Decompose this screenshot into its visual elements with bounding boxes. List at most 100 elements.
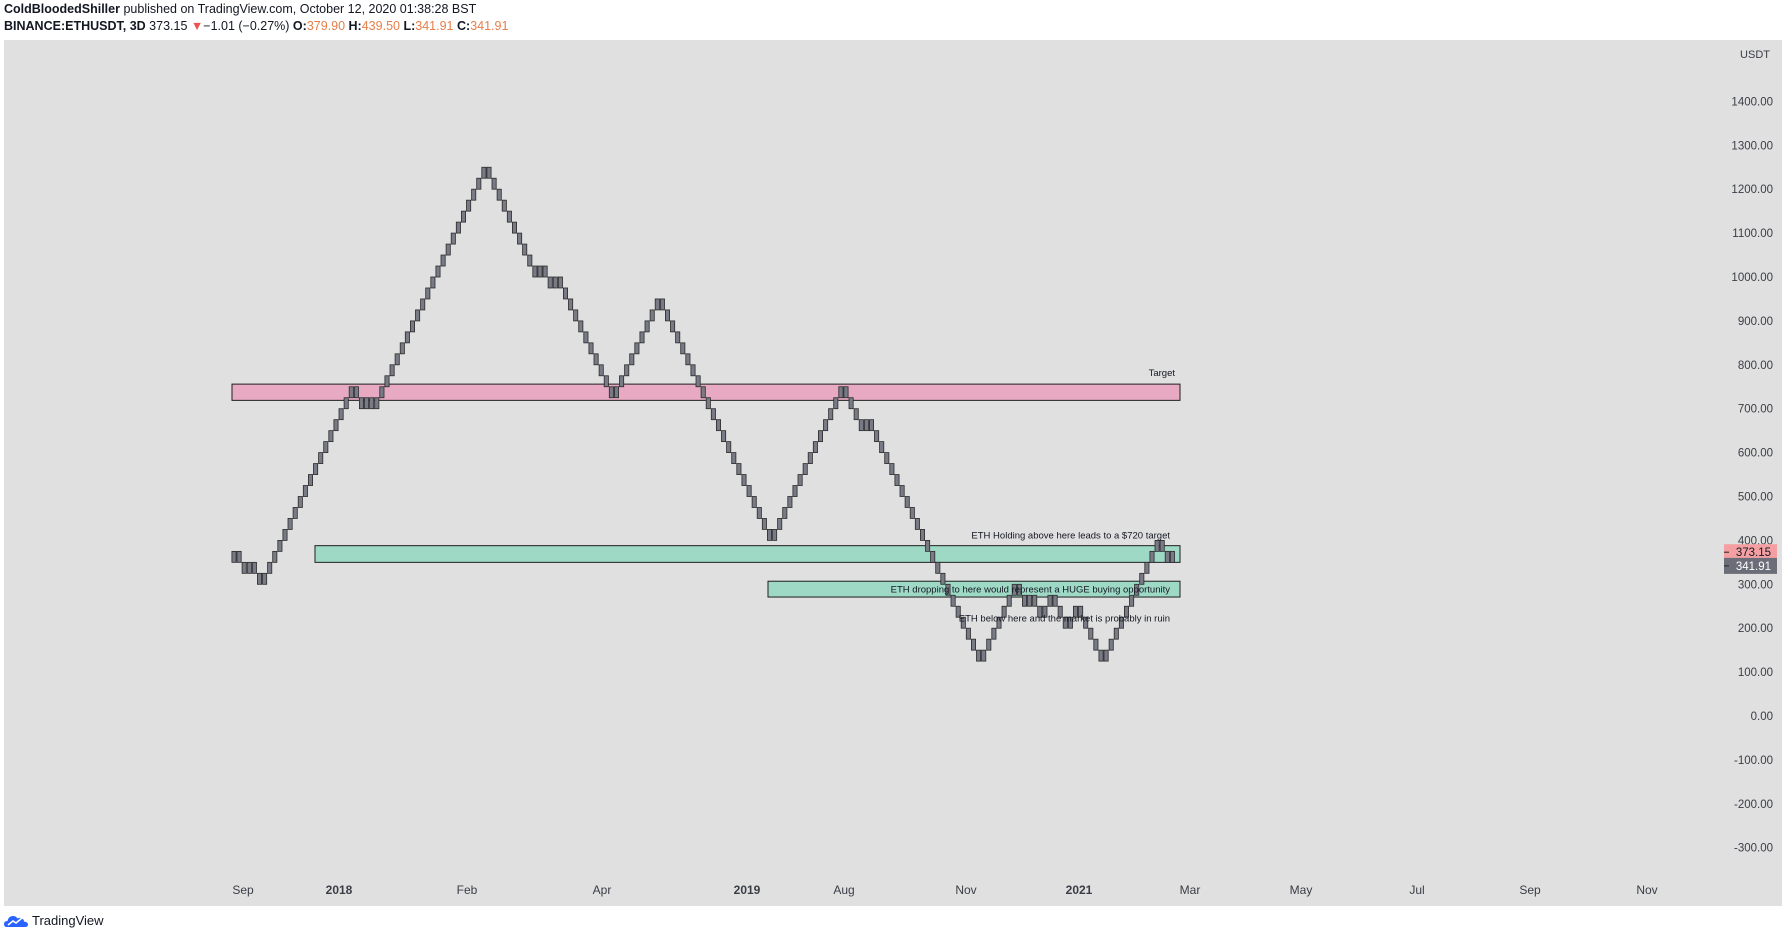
renko-brick [573,309,579,322]
renko-brick [486,166,492,179]
renko-brick [455,221,461,234]
renko-brick [1149,550,1155,563]
renko-brick [1078,605,1084,618]
currency-label[interactable]: USDT [1740,49,1770,61]
renko-brick [670,320,676,333]
renko-brick [537,265,543,278]
x-axis-tick-label: Aug [833,883,854,897]
publish-info: ColdBloodedShiller published on TradingV… [4,2,476,16]
y-axis-tick-label: 1300.00 [1731,140,1773,152]
renko-chart[interactable]: 1400.00 1300.00 1200.00 1100.00 1000.00 900.0… [4,40,1782,906]
renko-brick [935,561,941,574]
x-axis-tick-label: Sep [1519,883,1541,897]
renko-brick [246,561,252,574]
renko-brick [420,298,426,311]
renko-brick [1016,583,1022,596]
zone-label: Target [1149,368,1176,379]
renko-brick [1011,583,1017,596]
renko-brick [629,353,635,366]
renko-brick [302,485,308,497]
renko-brick [955,605,961,618]
renko-brick [608,386,614,399]
close-label: C: [456,19,471,33]
renko-brick [430,276,436,289]
renko-brick [522,243,528,256]
renko-brick [552,276,558,289]
renko-brick [425,287,431,300]
renko-brick [639,331,645,344]
x-axis-tick-label: Apr [593,883,612,897]
renko-brick [399,342,405,355]
renko-brick [450,232,456,245]
open-value: 379.90 [306,19,346,33]
price-label-text: 341.91 [1736,561,1771,573]
renko-brick [313,463,319,475]
renko-brick [1073,605,1079,618]
renko-brick [318,452,324,464]
renko-brick [323,441,329,454]
renko-brick [517,232,523,245]
renko-brick [404,331,410,344]
renko-brick [930,550,936,563]
x-axis-tick-label: Feb [457,883,478,897]
open-label: O: [292,19,307,33]
tradingview-logo-text[interactable]: TradingView [32,913,104,928]
x-axis-tick-label: Mar [1180,883,1201,897]
renko-brick [343,397,349,410]
renko-brick [466,199,472,212]
renko-brick [904,496,910,508]
zone-rect[interactable] [314,545,1181,563]
symbol-info: BINANCE:ETHUSDT, 3D 373.15 ▼−1.01 (−0.27… [4,19,508,33]
renko-brick [644,320,650,333]
renko-brick [578,320,584,333]
y-axis-tick-label: 800.00 [1738,360,1773,372]
renko-brick [241,561,247,574]
renko-brick [721,430,727,443]
renko-brick [899,485,905,497]
renko-brick [1108,638,1114,651]
renko-brick [328,430,334,443]
y-axis-tick-label: 600.00 [1738,448,1773,460]
renko-brick [1001,605,1007,618]
renko-brick [792,485,798,497]
renko-brick [1088,627,1094,640]
x-axis-tick-label: 2019 [734,883,761,897]
renko-brick [511,221,517,234]
published-text: published on TradingView.com, October 12… [123,2,477,16]
renko-brick [251,561,257,574]
renko-brick [894,474,900,486]
zone-rect[interactable] [767,580,1181,598]
renko-brick [1164,550,1170,563]
renko-brick [925,539,931,552]
renko-brick [726,441,732,454]
renko-brick [588,342,594,355]
renko-brick [695,375,701,388]
x-axis-tick-label: 2021 [1066,883,1093,897]
chart-area[interactable]: 1400.00 1300.00 1200.00 1100.00 1000.00 900.0… [4,40,1782,906]
renko-brick [542,265,548,278]
symbol-label: BINANCE:ETHUSDT, 3D [4,19,146,33]
tradingview-logo-icon[interactable] [4,912,28,928]
renko-brick [1006,594,1012,607]
high-value: 439.50 [361,19,400,33]
renko-brick [1027,594,1033,607]
renko-brick [624,364,630,377]
renko-brick [971,638,977,651]
renko-brick [619,375,625,388]
renko-brick [409,320,415,333]
renko-brick [1037,605,1043,618]
renko-brick [1169,550,1175,563]
renko-brick [889,463,895,475]
renko-brick [1144,561,1150,574]
renko-brick [945,583,951,596]
author-name[interactable]: ColdBloodedShiller [4,2,120,16]
renko-brick [659,298,665,311]
renko-brick [782,507,788,519]
renko-brick [1067,616,1073,629]
y-axis-tick-label: 1100.00 [1732,228,1773,240]
high-label: H: [348,19,362,33]
renko-brick [654,298,660,311]
renko-brick [476,177,482,190]
renko-brick [833,397,839,410]
annotation-text: ETH below here and the market is probabl… [959,614,1170,625]
